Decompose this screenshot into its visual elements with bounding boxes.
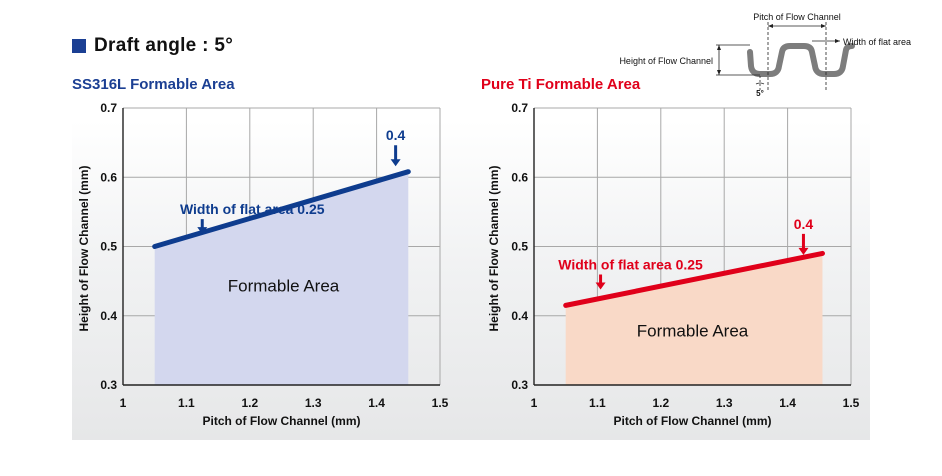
annotation-width-04: 0.4 bbox=[386, 127, 406, 143]
title-square-icon bbox=[72, 39, 86, 53]
y-tick-label: 0.4 bbox=[511, 309, 528, 323]
y-tick-label: 0.3 bbox=[511, 378, 528, 392]
y-axis-label: Height of Flow Channel (mm) bbox=[77, 166, 91, 332]
y-tick-label: 0.4 bbox=[100, 309, 117, 323]
x-tick-label: 1.3 bbox=[305, 396, 322, 410]
y-tick-label: 0.3 bbox=[100, 378, 117, 392]
annotation-arrow-down-icon bbox=[197, 219, 208, 235]
page-title: Draft angle : 5° bbox=[72, 34, 233, 58]
y-tick-label: 0.7 bbox=[100, 101, 117, 115]
y-axis-label: Height of Flow Channel (mm) bbox=[487, 166, 501, 332]
page-title-text: Draft angle : 5° bbox=[94, 35, 234, 56]
y-tick-label: 0.7 bbox=[511, 101, 528, 115]
annotation-width-04: 0.4 bbox=[794, 216, 814, 232]
y-tick-label: 0.6 bbox=[100, 170, 117, 184]
x-axis-label: Pitch of Flow Channel (mm) bbox=[614, 414, 772, 428]
annotation-arrow-down-icon bbox=[390, 145, 401, 167]
x-tick-label: 1.4 bbox=[368, 396, 385, 410]
x-tick-label: 1.1 bbox=[589, 396, 606, 410]
x-axis-label: Pitch of Flow Channel (mm) bbox=[203, 414, 361, 428]
width-label: Width of flat area bbox=[843, 37, 911, 47]
x-tick-label: 1.5 bbox=[843, 396, 860, 410]
x-tick-label: 1.4 bbox=[779, 396, 796, 410]
y-tick-label: 0.6 bbox=[511, 170, 528, 184]
pitch-arrow-left bbox=[768, 24, 773, 28]
annotation-width-label: Width of flat area 0.25 bbox=[180, 201, 325, 217]
formable-area-fill bbox=[154, 171, 409, 385]
x-tick-label: 1.1 bbox=[178, 396, 195, 410]
pitch-label: Pitch of Flow Channel bbox=[753, 12, 841, 22]
width-arrow-right bbox=[835, 39, 840, 43]
annotation-width-label: Width of flat area 0.25 bbox=[558, 257, 703, 273]
formable-area-fill bbox=[565, 253, 823, 385]
boundary-line bbox=[563, 250, 825, 308]
channel-profile bbox=[747, 43, 855, 77]
chart-title: SS316L Formable Area bbox=[72, 76, 235, 93]
height-label: Height of Flow Channel bbox=[619, 56, 713, 66]
x-tick-label: 1 bbox=[531, 396, 538, 410]
angle-label: 5° bbox=[756, 89, 764, 98]
height-arrow-top bbox=[717, 45, 721, 50]
x-tick-label: 1.3 bbox=[716, 396, 733, 410]
annotation-arrow-down-icon bbox=[595, 274, 606, 290]
y-tick-label: 0.5 bbox=[511, 240, 528, 254]
x-tick-label: 1 bbox=[120, 396, 127, 410]
x-tick-label: 1.2 bbox=[241, 396, 258, 410]
formable-area-label: Formable Area bbox=[228, 277, 340, 296]
chart-title: Pure Ti Formable Area bbox=[481, 76, 641, 93]
boundary-line bbox=[152, 169, 411, 249]
pitch-arrow-right bbox=[821, 24, 826, 28]
formable-area-label: Formable Area bbox=[637, 322, 749, 341]
height-arrow-bottom bbox=[717, 70, 721, 75]
annotation-arrow-down-icon bbox=[798, 233, 809, 255]
x-tick-label: 1.2 bbox=[652, 396, 669, 410]
angle-arc bbox=[755, 82, 765, 85]
y-tick-label: 0.5 bbox=[100, 240, 117, 254]
x-tick-label: 1.5 bbox=[432, 396, 449, 410]
